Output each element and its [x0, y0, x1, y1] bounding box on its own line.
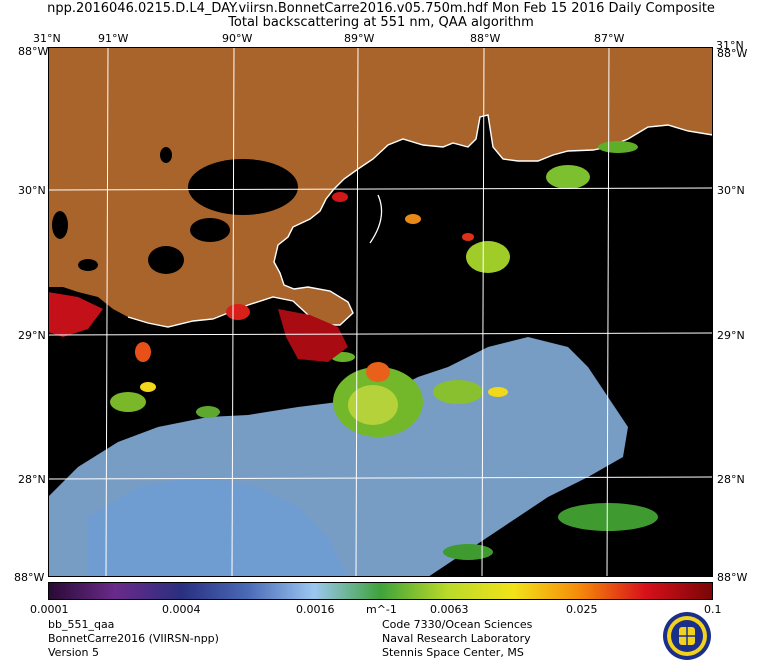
plume-green-10 — [443, 544, 493, 560]
map-frame — [48, 47, 713, 577]
colorbar-tick-0: 0.0001 — [30, 603, 69, 616]
nrl-seal-icon — [663, 612, 711, 660]
high-backscatter-orange-3 — [405, 214, 421, 224]
lon-label-88w: 88°W — [470, 32, 501, 45]
colorbar-tick-2: 0.0016 — [296, 603, 335, 616]
lat-label-30n-right: 30°N — [717, 184, 745, 197]
lake-west — [52, 211, 68, 239]
corner-label-bottom-left: 88°W — [14, 571, 45, 584]
plume-green-3 — [466, 241, 510, 273]
lat-label-28n-right: 28°N — [717, 473, 745, 486]
lake-salvador — [148, 246, 184, 274]
plume-green-6 — [558, 503, 658, 531]
lat-label-29n-left: 29°N — [18, 329, 46, 342]
colorbar-unit: m^-1 — [366, 603, 397, 616]
corner-label-right: 88°W — [717, 47, 748, 60]
coastline — [127, 114, 713, 328]
lon-label-87w: 87°W — [594, 32, 625, 45]
backscatter-blue-region-3 — [48, 347, 118, 477]
lake-west-2 — [78, 259, 98, 271]
footer-lab: Naval Research Laboratory — [382, 632, 531, 645]
lon-label-90w: 90°W — [222, 32, 253, 45]
colorbar-tick-1: 0.0004 — [162, 603, 201, 616]
corner-label-top-left: 31°N — [33, 32, 61, 45]
plume-yellow-2 — [488, 387, 508, 397]
corner-label-left: 88°W — [18, 45, 49, 58]
corner-label-bottom-right: 88°W — [717, 571, 748, 584]
colorbar-tick-5: 0.1 — [704, 603, 722, 616]
lat-label-28n-left: 28°N — [18, 473, 46, 486]
colorbar — [48, 582, 713, 600]
satellite-map — [48, 47, 713, 577]
backscatter-blue-region-2 — [88, 477, 348, 577]
graticule — [48, 47, 713, 577]
lat-label-30n-left: 30°N — [18, 184, 46, 197]
high-backscatter-red-3 — [226, 304, 250, 320]
colorbar-tick-4: 0.025 — [566, 603, 598, 616]
plume-yellow-green — [348, 385, 398, 425]
plume-green-5 — [598, 141, 638, 153]
map-subtitle: Total backscattering at 551 nm, QAA algo… — [228, 15, 534, 30]
plume-green-2 — [433, 380, 483, 404]
lake-maurepas — [190, 218, 230, 242]
high-backscatter-red-5 — [462, 233, 474, 241]
high-backscatter-red-2 — [278, 309, 348, 362]
map-title: npp.2016046.0215.D.L4_DAY.viirsn.BonnetC… — [47, 1, 715, 16]
backscatter-dark-region — [608, 287, 713, 577]
lon-label-89w: 89°W — [344, 32, 375, 45]
lon-label-91w: 91°W — [98, 32, 129, 45]
footer-version: Version 5 — [48, 646, 99, 659]
footer-location: Stennis Space Center, MS — [382, 646, 524, 659]
footer-code: Code 7330/Ocean Sciences — [382, 618, 533, 631]
footer-project: BonnetCarre2016 (VIIRSN-npp) — [48, 632, 219, 645]
footer-product: bb_551_qaa — [48, 618, 115, 631]
corner-label-top-right: 31°N — [716, 39, 744, 52]
lat-label-29n-right: 29°N — [717, 329, 745, 342]
colorbar-tick-3: 0.0063 — [430, 603, 469, 616]
high-backscatter-orange-1 — [135, 342, 151, 362]
high-backscatter-red-4 — [332, 192, 348, 202]
plume-green-4 — [546, 165, 590, 189]
plume-yellow-1 — [140, 382, 156, 392]
lake-small-1 — [160, 147, 172, 163]
plume-green-8 — [196, 406, 220, 418]
land-mass — [48, 47, 713, 327]
plume-green-7 — [110, 392, 146, 412]
high-backscatter-red-1 — [48, 292, 103, 337]
lake-pontchartrain — [188, 159, 298, 215]
high-backscatter-orange-2 — [366, 362, 390, 382]
chandeleur-islands — [369, 194, 383, 244]
